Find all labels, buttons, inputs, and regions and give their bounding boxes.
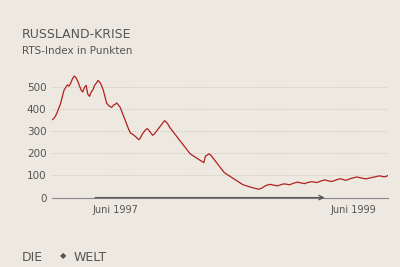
Text: Juni 1999: Juni 1999: [331, 205, 377, 215]
Text: Juni 1997: Juni 1997: [92, 205, 138, 215]
Text: WELT: WELT: [74, 252, 107, 264]
Text: RUSSLAND-KRISE: RUSSLAND-KRISE: [22, 28, 131, 41]
Text: DIE: DIE: [22, 252, 43, 264]
Text: ◆: ◆: [60, 252, 67, 260]
Text: RTS-Index in Punkten: RTS-Index in Punkten: [22, 46, 132, 56]
